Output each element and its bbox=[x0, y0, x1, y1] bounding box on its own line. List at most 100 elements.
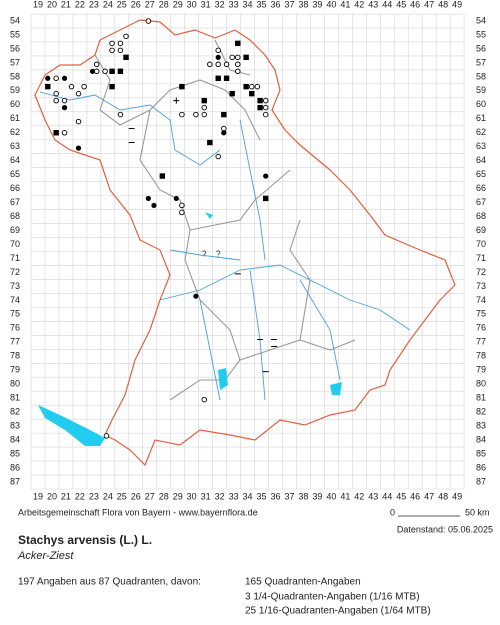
column-label: 29 bbox=[173, 491, 183, 501]
column-label: 40 bbox=[326, 0, 336, 9]
marker bbox=[89, 68, 96, 74]
row-label: 55 bbox=[476, 29, 486, 39]
marker bbox=[235, 68, 241, 75]
marker bbox=[123, 33, 129, 40]
column-label: 25 bbox=[117, 0, 127, 9]
column-label: 26 bbox=[131, 0, 141, 9]
scale-end: 50 km bbox=[465, 507, 490, 517]
marker bbox=[179, 111, 185, 118]
column-label: 28 bbox=[159, 0, 169, 9]
row-label: 73 bbox=[476, 281, 486, 291]
marker bbox=[53, 90, 59, 97]
row-label: 81 bbox=[476, 393, 486, 403]
marker: ? bbox=[202, 249, 207, 258]
marker bbox=[223, 75, 230, 81]
row-label: 65 bbox=[10, 169, 20, 179]
column-label: 47 bbox=[424, 0, 434, 9]
date: Datenstand: 05.06.2025 bbox=[397, 524, 493, 534]
column-label: 34 bbox=[243, 491, 253, 501]
marker bbox=[75, 90, 82, 97]
marker bbox=[207, 139, 213, 146]
column-label: 37 bbox=[284, 0, 294, 9]
row-label: 66 bbox=[10, 183, 20, 193]
row-label: 76 bbox=[476, 323, 486, 333]
column-label: 45 bbox=[396, 491, 406, 501]
common-name: Acker-Ziest bbox=[17, 550, 74, 562]
marker bbox=[221, 130, 227, 136]
axis-labels: 19 19 20 20 21 21 22 22 23 23 24 24 25 25 26 26 27 27 28 28… bbox=[10, 0, 486, 501]
row-label: 57 bbox=[476, 57, 486, 67]
row-label: 78 bbox=[476, 351, 486, 361]
marker bbox=[68, 83, 75, 90]
row-label: 86 bbox=[10, 462, 20, 472]
marker bbox=[243, 83, 249, 90]
row-label: 79 bbox=[10, 365, 20, 375]
row-label: 77 bbox=[10, 337, 20, 347]
row-label: 70 bbox=[476, 239, 486, 249]
column-label: 22 bbox=[75, 0, 85, 9]
marker bbox=[117, 111, 124, 118]
marker bbox=[102, 68, 108, 75]
column-label: 24 bbox=[103, 491, 113, 501]
row-label: 76 bbox=[10, 323, 20, 333]
marker bbox=[151, 202, 157, 209]
marker bbox=[45, 75, 51, 81]
row-label: 63 bbox=[10, 141, 20, 151]
column-label: 39 bbox=[312, 491, 322, 501]
row-label: 68 bbox=[476, 211, 486, 221]
row-label: 55 bbox=[10, 29, 20, 39]
row-label: 54 bbox=[476, 15, 486, 25]
marker bbox=[262, 104, 269, 111]
row-label: 85 bbox=[10, 448, 20, 458]
species-name: Stachys arvensis (L.) L. bbox=[18, 533, 152, 547]
marker: ? bbox=[216, 249, 221, 258]
column-label: 36 bbox=[270, 491, 280, 501]
marker bbox=[109, 47, 115, 54]
row-label: 56 bbox=[476, 43, 486, 53]
column-label: 36 bbox=[270, 0, 280, 9]
row-label: 54 bbox=[10, 15, 20, 25]
column-label: 42 bbox=[354, 491, 364, 501]
column-label: 40 bbox=[326, 491, 336, 501]
row-label: 61 bbox=[10, 113, 20, 123]
row-label: 60 bbox=[476, 99, 486, 109]
row-label: 67 bbox=[476, 197, 486, 207]
marker bbox=[263, 195, 269, 202]
row-label: 74 bbox=[476, 295, 486, 305]
summary-total: 197 Angaben aus 87 Quadranten, davon: bbox=[18, 577, 201, 588]
column-label: 30 bbox=[187, 491, 197, 501]
marker bbox=[109, 83, 115, 90]
summary-line: 165 Quadranten-Angaben bbox=[245, 577, 361, 588]
marker bbox=[75, 145, 82, 151]
internal-borders bbox=[94, 39, 356, 401]
row-label: 78 bbox=[10, 351, 20, 361]
marker bbox=[45, 83, 51, 90]
marker bbox=[215, 47, 221, 54]
column-label: 23 bbox=[89, 0, 99, 9]
row-label: 72 bbox=[10, 267, 20, 277]
marker bbox=[248, 83, 255, 90]
column-label: 31 bbox=[201, 0, 211, 9]
column-label: 28 bbox=[159, 491, 169, 501]
row-label: 63 bbox=[476, 141, 486, 151]
marker bbox=[109, 68, 115, 74]
column-label: 37 bbox=[284, 491, 294, 501]
marker bbox=[193, 293, 199, 299]
row-label: 74 bbox=[10, 295, 20, 305]
column-label: 27 bbox=[145, 0, 155, 9]
row-label: 71 bbox=[476, 253, 486, 263]
marker bbox=[61, 105, 68, 111]
row-label: 64 bbox=[10, 155, 20, 165]
row-label: 58 bbox=[10, 71, 20, 81]
row-label: 67 bbox=[10, 197, 20, 207]
row-label: 82 bbox=[476, 407, 486, 417]
column-label: 47 bbox=[424, 491, 434, 501]
marker bbox=[61, 130, 68, 136]
marker bbox=[53, 97, 59, 104]
bavaria-border bbox=[34, 19, 456, 467]
marker bbox=[201, 97, 207, 104]
rivers bbox=[39, 91, 411, 401]
marker bbox=[61, 75, 68, 81]
summary-line: 3 1/4-Quadranten-Angaben (1/16 MTB) bbox=[245, 592, 420, 603]
column-label: 19 bbox=[33, 491, 43, 501]
